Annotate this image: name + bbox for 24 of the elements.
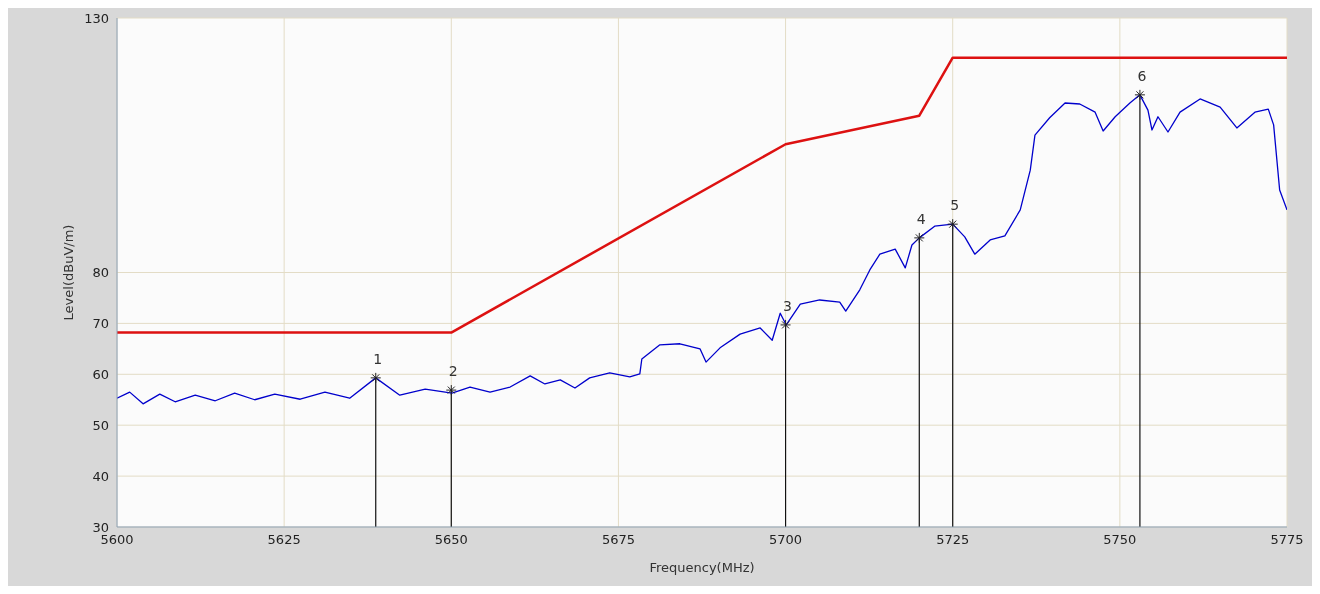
x-tick-label: 5750 [1103, 532, 1137, 548]
x-tick-label: 5600 [100, 532, 134, 548]
annotation: 3 [783, 297, 793, 314]
x-tick-label: 5700 [769, 532, 803, 548]
y-tick-label: 130 [84, 10, 109, 26]
line-series [117, 56, 1287, 334]
y-tick-label: 50 [92, 417, 109, 433]
annotation: 2 [448, 363, 458, 380]
x-tick-label: 5675 [601, 532, 635, 548]
annotation: 4 [916, 210, 926, 227]
y-tick-label: 80 [92, 265, 109, 281]
x-tick-label: 5650 [434, 532, 468, 548]
y-axis-title: Level(dBuV/m) [60, 224, 76, 321]
annotation: 1 [373, 350, 383, 367]
y-tick-label: 30 [92, 519, 109, 535]
x-tick-label: 5625 [267, 532, 301, 548]
y-tick-label: 60 [92, 366, 109, 382]
y-tick-label: 40 [92, 468, 109, 484]
x-axis-title: Frequency(MHz) [649, 560, 755, 575]
x-tick-label: 5775 [1270, 532, 1304, 548]
annotation: 5 [950, 197, 960, 214]
x-tick-label: 5725 [936, 532, 970, 548]
y-tick-label: 70 [92, 316, 109, 332]
annotation: 6 [1137, 67, 1147, 84]
